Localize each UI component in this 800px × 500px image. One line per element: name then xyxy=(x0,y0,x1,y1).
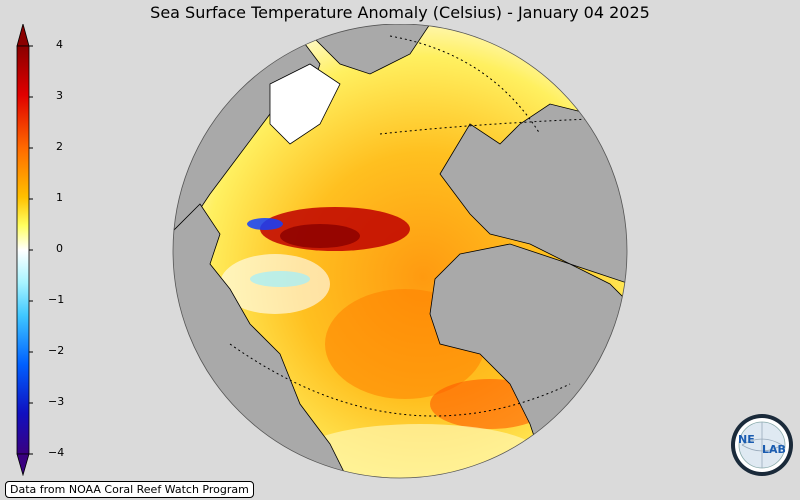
hot-anomaly-patch xyxy=(280,224,360,248)
nexlab-globe-logo-icon: NE LAB xyxy=(731,414,793,476)
map-title: Sea Surface Temperature Anomaly (Celsius… xyxy=(150,3,650,22)
colorbar-tick-label: 2 xyxy=(56,140,63,153)
colorbar-tick-label: 3 xyxy=(56,89,63,102)
colorbar-scale xyxy=(16,45,30,455)
colorbar-tick-label: −1 xyxy=(48,293,65,306)
svg-text:NE: NE xyxy=(738,433,755,446)
neutral-anomaly-patch xyxy=(300,424,540,478)
cold-anomaly-patch xyxy=(247,218,283,230)
europe-land xyxy=(439,103,627,285)
svg-text:LAB: LAB xyxy=(762,443,786,456)
colorbar-max-arrow xyxy=(16,22,30,47)
colorbar-tick-label: 0 xyxy=(56,242,63,255)
greenland-ice xyxy=(269,63,341,145)
arctic-land xyxy=(299,24,431,75)
nexlab-logo: NE LAB xyxy=(730,413,794,481)
colorbar-tick-label: 4 xyxy=(56,38,63,51)
colorbar-tick-label: −2 xyxy=(48,344,65,357)
cool-anomaly-patch xyxy=(250,271,310,287)
colorbar-tick-label: −3 xyxy=(48,395,65,408)
colorbar: 4 3 2 1 0 −1 −2 −3 −4 xyxy=(14,22,64,480)
globe-map xyxy=(170,23,630,488)
colorbar-tick-label: 1 xyxy=(56,191,63,204)
colorbar-tick-label: −4 xyxy=(48,446,65,459)
colorbar-graphic xyxy=(16,22,33,477)
globe-outline xyxy=(172,23,628,479)
data-credit: Data from NOAA Coral Reef Watch Program xyxy=(5,481,254,498)
tropic-line xyxy=(229,343,571,417)
globe-graphic xyxy=(172,23,628,479)
colorbar-min-arrow xyxy=(16,453,30,477)
